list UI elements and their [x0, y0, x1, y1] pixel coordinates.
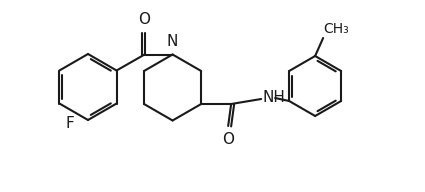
Text: F: F: [65, 117, 74, 132]
Text: O: O: [139, 12, 150, 27]
Text: CH₃: CH₃: [323, 22, 349, 36]
Text: O: O: [222, 132, 234, 147]
Text: N: N: [167, 33, 178, 49]
Text: NH: NH: [262, 89, 285, 104]
